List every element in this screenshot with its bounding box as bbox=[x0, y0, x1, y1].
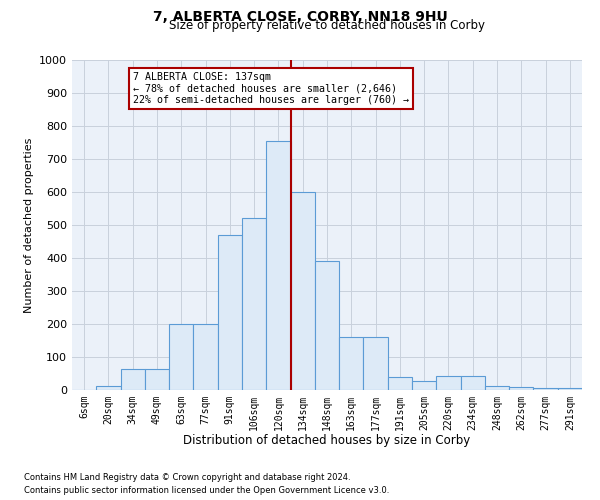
Bar bbox=[533, 388, 558, 390]
Bar bbox=[364, 337, 388, 390]
Bar bbox=[121, 368, 145, 390]
Bar bbox=[193, 324, 218, 390]
Bar bbox=[412, 381, 436, 390]
Bar bbox=[509, 388, 533, 390]
Y-axis label: Number of detached properties: Number of detached properties bbox=[23, 138, 34, 312]
Bar bbox=[388, 377, 412, 390]
Bar bbox=[218, 235, 242, 390]
Bar bbox=[485, 386, 509, 390]
Bar bbox=[96, 386, 121, 390]
Text: 7 ALBERTA CLOSE: 137sqm
← 78% of detached houses are smaller (2,646)
22% of semi: 7 ALBERTA CLOSE: 137sqm ← 78% of detache… bbox=[133, 72, 409, 105]
Bar bbox=[461, 376, 485, 390]
Bar bbox=[290, 192, 315, 390]
Title: Size of property relative to detached houses in Corby: Size of property relative to detached ho… bbox=[169, 20, 485, 32]
Bar bbox=[169, 324, 193, 390]
Bar bbox=[242, 218, 266, 390]
Text: 7, ALBERTA CLOSE, CORBY, NN18 9HU: 7, ALBERTA CLOSE, CORBY, NN18 9HU bbox=[152, 10, 448, 24]
Bar bbox=[436, 376, 461, 390]
Text: Contains HM Land Registry data © Crown copyright and database right 2024.
Contai: Contains HM Land Registry data © Crown c… bbox=[24, 474, 389, 495]
Bar bbox=[145, 368, 169, 390]
Bar bbox=[558, 388, 582, 390]
Bar bbox=[339, 337, 364, 390]
X-axis label: Distribution of detached houses by size in Corby: Distribution of detached houses by size … bbox=[184, 434, 470, 448]
Bar bbox=[266, 141, 290, 390]
Bar bbox=[315, 262, 339, 390]
